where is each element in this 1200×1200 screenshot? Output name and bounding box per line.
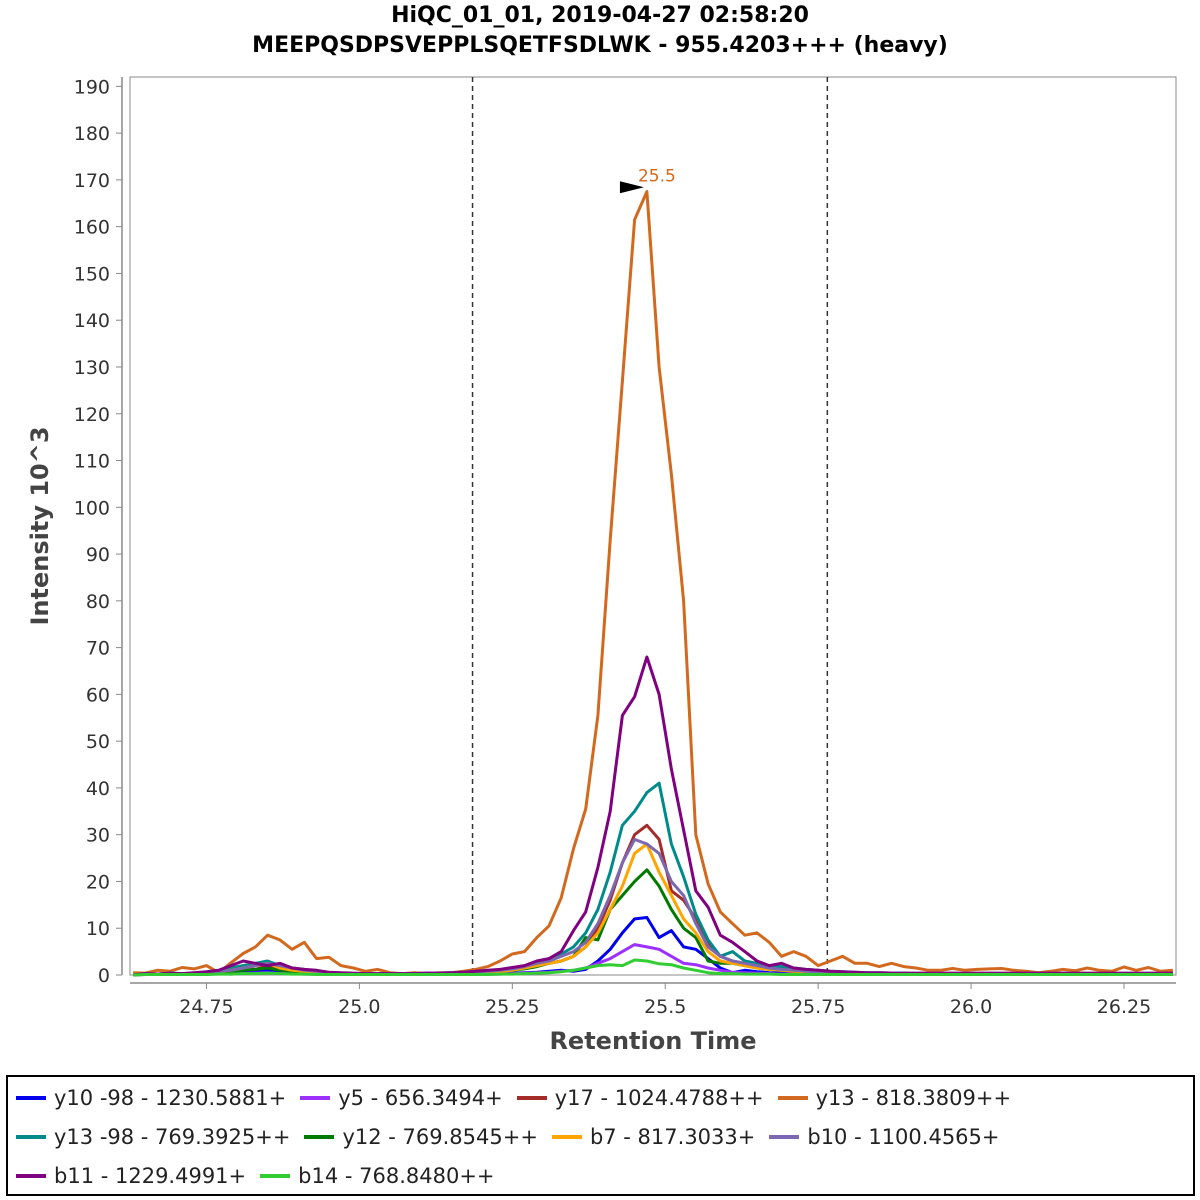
y-tick-label: 40	[86, 778, 110, 800]
y-tick-label: 60	[86, 684, 110, 706]
y-tick-label: 120	[74, 404, 110, 426]
x-tick-label: 25.75	[791, 996, 845, 1018]
chart-title: HiQC_01_01, 2019-04-27 02:58:20	[391, 3, 809, 28]
y-tick-label: 110	[74, 451, 110, 473]
legend-swatch	[16, 1174, 46, 1178]
legend-label: y17 - 1024.4788++	[554, 1086, 764, 1110]
legend-row: b11 - 1229.4991+ b14 - 768.8480++	[16, 1158, 509, 1194]
y-tick-label: 130	[74, 357, 110, 379]
series-lines	[132, 190, 1174, 977]
plot-area	[129, 76, 1177, 976]
legend-swatch	[304, 1135, 335, 1139]
legend-item: y12 - 769.8545++	[304, 1125, 538, 1149]
legend-item: y17 - 1024.4788++	[516, 1086, 764, 1110]
y-tick-label: 190	[74, 76, 110, 98]
y-tick-label: 160	[74, 217, 110, 239]
axes: 0 10 20 30 40 50 60 70 80 90 100 110 120 130 140 150 160…	[74, 76, 1176, 1018]
x-axis-title: Retention Time	[549, 1027, 756, 1055]
peak-label: 25.5	[638, 166, 676, 186]
legend-swatch	[16, 1096, 46, 1100]
legend-swatch	[260, 1174, 291, 1178]
y-tick-label: 150	[74, 263, 110, 285]
x-tick-label: 25.25	[485, 996, 539, 1018]
legend-label: b10 - 1100.4565+	[807, 1125, 1000, 1149]
legend-item: b7 - 817.3033+	[551, 1125, 756, 1149]
legend-swatch	[551, 1135, 582, 1139]
legend-label: y5 - 656.3494+	[338, 1086, 503, 1110]
legend-swatch	[777, 1096, 808, 1100]
legend-row: y10 -98 - 1230.5881+ y5 - 656.3494+ y17 - …	[16, 1080, 1025, 1116]
peak-marker-arrow	[619, 181, 644, 194]
x-tick-label: 26.0	[950, 996, 992, 1018]
y-tick-label: 90	[86, 544, 110, 566]
chart-subtitle: MEEPQSDPSVEPPLSQETFSDLWK - 955.4203+++ (…	[252, 33, 948, 58]
y-tick-label: 50	[86, 731, 110, 753]
legend-item: y10 -98 - 1230.5881+	[16, 1086, 286, 1110]
x-tick-label: 24.75	[179, 996, 233, 1018]
legend-item: y13 -98 - 769.3925++	[16, 1125, 290, 1149]
y-tick-label: 10	[86, 918, 110, 940]
legend-label: b7 - 817.3033+	[589, 1125, 756, 1149]
legend-swatch	[300, 1096, 331, 1100]
legend: y10 -98 - 1230.5881+ y5 - 656.3494+ y17 - …	[6, 1075, 1195, 1196]
legend-label: y13 - 818.3809++	[815, 1086, 1012, 1110]
legend-item: b11 - 1229.4991+	[16, 1164, 246, 1188]
y-tick-label: 80	[86, 591, 110, 613]
legend-item: b10 - 1100.4565+	[769, 1125, 1000, 1149]
legend-item: y13 - 818.3809++	[777, 1086, 1012, 1110]
y-tick-label: 180	[74, 123, 110, 145]
legend-swatch	[16, 1135, 46, 1139]
legend-label: y13 -98 - 769.3925++	[54, 1125, 291, 1149]
legend-label: b11 - 1229.4991+	[54, 1164, 247, 1188]
y-tick-label: 140	[74, 310, 110, 332]
legend-label: b14 - 768.8480++	[298, 1164, 495, 1188]
chromatogram-chart: HiQC_01_01, 2019-04-27 02:58:20 MEEPQSDP…	[26, 3, 1177, 1055]
legend-swatch	[516, 1096, 547, 1100]
legend-row: y13 -98 - 769.3925++ y12 - 769.8545++ b7 -…	[16, 1119, 1014, 1155]
legend-label: y10 -98 - 1230.5881+	[54, 1086, 287, 1110]
peak-annotation: 25.5	[619, 166, 676, 194]
y-tick-label: 100	[74, 497, 110, 519]
legend-item: y5 - 656.3494+	[300, 1086, 503, 1110]
y-tick-label: 20	[86, 871, 110, 893]
x-tick-label: 25.0	[338, 996, 380, 1018]
legend-swatch	[769, 1135, 800, 1139]
x-tick-label: 26.25	[1097, 996, 1151, 1018]
y-axis-title: Intensity 10^3	[26, 426, 54, 625]
y-tick-label: 0	[98, 965, 110, 987]
y-tick-label: 170	[74, 170, 110, 192]
integration-bounds	[471, 77, 829, 975]
legend-label: y12 - 769.8545++	[342, 1125, 538, 1149]
y-tick-label: 30	[86, 825, 110, 847]
y-tick-label: 70	[86, 638, 110, 660]
x-tick-label: 25.5	[644, 996, 686, 1018]
series-line-9	[133, 958, 1173, 977]
legend-item: b14 - 768.8480++	[260, 1164, 495, 1188]
series-line-3	[133, 190, 1174, 976]
